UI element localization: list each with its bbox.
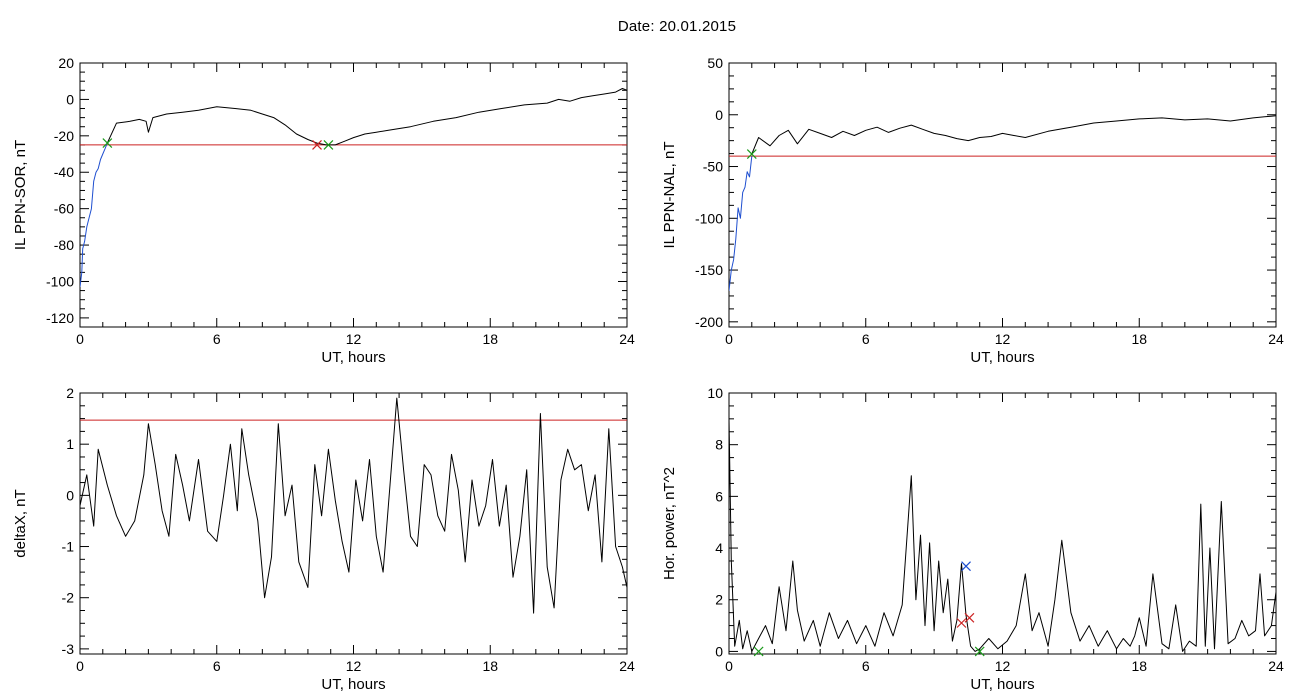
plot-frame <box>728 62 1277 328</box>
series-group <box>80 397 627 614</box>
event-marker <box>312 140 322 150</box>
marker-stroke <box>964 612 975 623</box>
marker-stroke <box>102 138 113 149</box>
series-line-1 <box>751 115 1276 155</box>
y-tick-label: 50 <box>707 55 723 71</box>
series-line-1 <box>80 397 627 614</box>
series-line-2 <box>729 156 753 291</box>
y-axis-label: Hor. power, nT^2 <box>661 467 678 580</box>
plot-frame <box>79 62 628 328</box>
y-tick-label: 0 <box>66 487 74 503</box>
y-tick-label: -40 <box>54 164 74 180</box>
y-tick-label: 0 <box>66 91 74 107</box>
y-tick-label: 0 <box>715 643 723 659</box>
x-axis-label: UT, hours <box>970 676 1034 693</box>
y-tick-label: 2 <box>66 385 74 401</box>
plot-frame <box>728 392 1277 655</box>
marker-stroke <box>974 646 985 657</box>
y-tick-label: -20 <box>54 128 74 144</box>
y-tick-label: -1 <box>62 539 75 555</box>
y-tick-label: -2 <box>62 590 75 606</box>
x-tick-label: 12 <box>995 658 1011 674</box>
x-tick-label: 18 <box>1131 331 1147 347</box>
x-tick-label: 0 <box>725 331 733 347</box>
y-tick-label: 8 <box>715 437 723 453</box>
x-axis-label: UT, hours <box>321 349 385 366</box>
series-group <box>729 115 1276 291</box>
y-tick-label: 1 <box>66 436 74 452</box>
chart-panel-2: 0 6 12 18 24 -200 -150 -100 -50 0 50 UT, hours IL PP… <box>661 55 1284 366</box>
y-tick-label: -100 <box>695 210 723 226</box>
marker-stroke <box>746 149 757 160</box>
y-tick-label: -100 <box>46 273 74 289</box>
x-tick-label: 0 <box>725 658 733 674</box>
y-axis-label: IL PPN-SOR, nT <box>12 140 29 250</box>
x-tick-label: 6 <box>213 331 221 347</box>
x-tick-label: 18 <box>482 331 498 347</box>
y-tick-label: 20 <box>58 55 74 71</box>
series-line-1 <box>729 418 1276 652</box>
x-tick-label: 24 <box>1268 331 1284 347</box>
x-tick-label: 0 <box>76 331 84 347</box>
x-tick-label: 18 <box>1131 658 1147 674</box>
event-marker <box>964 612 975 623</box>
x-tick-label: 24 <box>619 658 635 674</box>
y-tick-label: 2 <box>715 592 723 608</box>
event-marker <box>974 646 985 657</box>
series-line-1 <box>106 88 627 146</box>
x-tick-label: 18 <box>482 658 498 674</box>
y-tick-label: -200 <box>695 314 723 330</box>
y-axis-label: IL PPN-NAL, nT <box>661 142 678 249</box>
event-marker <box>753 646 764 657</box>
marker-stroke <box>956 618 967 628</box>
x-tick-label: 24 <box>619 331 635 347</box>
marker-stroke <box>961 561 971 572</box>
y-tick-label: -50 <box>703 159 723 175</box>
x-tick-label: 6 <box>213 658 221 674</box>
y-tick-label: 10 <box>707 385 723 401</box>
event-marker <box>323 140 334 150</box>
series-line-2 <box>80 142 108 287</box>
page-title: Date: 20.01.2015 <box>617 18 737 35</box>
x-axis-label: UT, hours <box>970 349 1034 366</box>
series-group <box>80 88 627 287</box>
x-tick-label: 12 <box>346 331 362 347</box>
marker-stroke <box>753 646 764 657</box>
marker-stroke <box>312 140 322 150</box>
y-tick-label: 4 <box>715 540 723 556</box>
event-marker <box>956 618 967 628</box>
chart-panel-1: 0 6 12 18 24 -120 -100 -80 -60 -40 -20 0 20 UT, hours… <box>12 55 635 366</box>
y-tick-label: -80 <box>54 237 74 253</box>
y-tick-label: -150 <box>695 262 723 278</box>
event-marker <box>961 561 971 572</box>
marker-stroke <box>323 140 334 150</box>
x-tick-label: 6 <box>862 331 870 347</box>
x-tick-label: 12 <box>995 331 1011 347</box>
event-marker <box>746 149 757 160</box>
y-tick-label: 0 <box>715 107 723 123</box>
series-group <box>729 418 1276 652</box>
event-marker <box>102 138 113 149</box>
x-tick-label: 12 <box>346 658 362 674</box>
y-tick-label: -120 <box>46 310 74 326</box>
x-tick-label: 0 <box>76 658 84 674</box>
y-tick-label: -60 <box>54 201 74 217</box>
y-tick-label: 6 <box>715 488 723 504</box>
x-axis-label: UT, hours <box>321 676 385 693</box>
x-tick-label: 6 <box>862 658 870 674</box>
x-tick-label: 24 <box>1268 658 1284 674</box>
y-axis-label: deltaX, nT <box>12 489 29 557</box>
y-tick-label: -3 <box>62 641 75 657</box>
